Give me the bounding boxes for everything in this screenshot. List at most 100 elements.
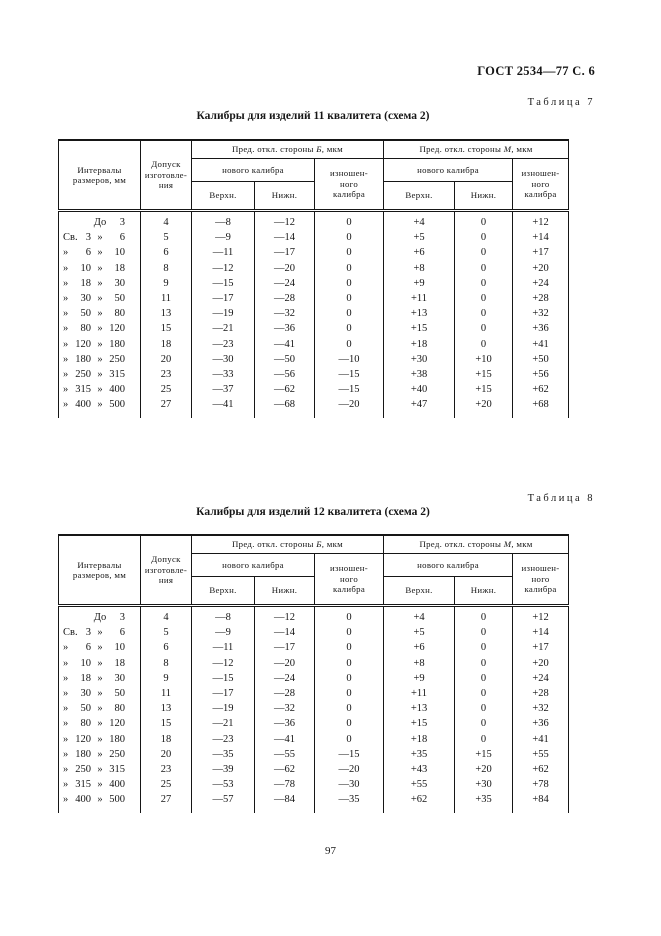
value-cell: 9 [140, 670, 192, 687]
header-intervals: Интервалы размеров, мм [58, 535, 141, 607]
value-cell: 0 [454, 670, 514, 687]
value-cell: +84 [512, 792, 570, 813]
interval-part: » [97, 779, 103, 791]
table7-body: До 3 4 —8 —12 0 +4 0 +12 Св. 3» 6 5 —9 —14 0 +5 0 +14» 6» 10… [58, 210, 570, 418]
value-cell: 27 [140, 397, 192, 418]
value-cell: —41 [254, 336, 315, 352]
interval-part: » [97, 277, 103, 289]
interval-part: 500 [109, 399, 125, 411]
table8-section: Интервалы размеров, мм Допуск изготовле-… [58, 534, 570, 813]
interval-part: 50 [80, 703, 92, 715]
value-cell: —17 [191, 686, 255, 702]
value-cell: —53 [191, 777, 255, 793]
group-b-var: Б [316, 144, 322, 155]
interval-part: 315 [75, 384, 91, 396]
interval-part: » [97, 733, 103, 745]
value-cell: +12 [512, 605, 570, 626]
interval-cell: До 3 [58, 210, 141, 231]
value-cell: 20 [140, 351, 192, 368]
interval-part: » [97, 353, 103, 365]
value-cell: 0 [454, 321, 514, 337]
table-row: » 400 » 500 27 —41 —68 —20 +47 +20 +68 [58, 397, 570, 418]
interval-part: 18 [80, 672, 92, 684]
interval-part: » [97, 627, 103, 639]
value-cell: 6 [140, 640, 192, 656]
group-b-prefix: Пред. откл. стороны [231, 144, 317, 155]
value-cell: 5 [140, 230, 192, 246]
header-lower-m: Нижн. [454, 181, 514, 212]
interval-part: 3 [119, 612, 125, 623]
interval-part: » [97, 657, 103, 669]
value-cell: —30 [191, 351, 255, 368]
value-cell: —35 [313, 792, 385, 813]
interval-part: 80 [114, 308, 126, 320]
header-upper-m: Верхн. [383, 181, 456, 212]
value-cell: +10 [454, 351, 514, 368]
interval-part: » [97, 672, 103, 684]
value-cell: 0 [454, 245, 514, 261]
value-cell: +56 [512, 367, 570, 383]
interval-cell: » 250 » 315 [58, 762, 141, 778]
value-cell: +41 [512, 336, 570, 352]
value-cell: +47 [383, 397, 456, 418]
interval-cell: » 18 » 30 [58, 275, 141, 292]
value-cell: —12 [191, 655, 255, 671]
table7-section: Интервалы размеров, мм Допуск изготовле-… [58, 139, 570, 418]
header-worn-gauge-m: изношен- ного калибра [512, 553, 570, 607]
value-cell: +4 [383, 605, 456, 626]
value-cell: +30 [383, 351, 456, 368]
value-cell: +35 [383, 746, 456, 763]
interval-part: » [63, 703, 69, 715]
interval-part: » [97, 308, 103, 320]
value-cell: +20 [454, 762, 514, 778]
group-b-suffix: , мкм [321, 144, 344, 155]
interval-part: 6 [85, 247, 91, 259]
value-cell: —12 [254, 605, 315, 626]
value-cell: +6 [383, 245, 456, 261]
value-cell: 0 [313, 291, 385, 307]
interval-part: 315 [109, 369, 125, 381]
value-cell: —20 [254, 655, 315, 671]
value-cell: —20 [313, 762, 385, 778]
value-cell: —9 [191, 625, 255, 641]
interval-cell: » 400 » 500 [58, 792, 141, 813]
value-cell: 0 [454, 655, 514, 671]
interval-part: » [63, 733, 69, 745]
group-b-suffix: , мкм [321, 539, 344, 550]
value-cell: —28 [254, 291, 315, 307]
interval-cell: » 10 » 18 [58, 655, 141, 671]
interval-part: 10 [80, 657, 92, 669]
value-cell: +62 [512, 762, 570, 778]
interval-part: 120 [109, 718, 125, 730]
value-cell: 15 [140, 321, 192, 337]
value-cell: +9 [383, 275, 456, 292]
table-row: » 120» 180 18 —23 —41 0 +18 0 +41 [58, 731, 570, 747]
value-cell: +50 [512, 351, 570, 368]
table-row: » 18» 30 9 —15 —24 0 +9 0 +24 [58, 275, 570, 292]
header-new-gauge-m: нового калибра [383, 158, 514, 182]
table-row: » 180 » 250 20 —35 —55 —15 +35 +15 +55 [58, 746, 570, 763]
table-row: » 80» 120 15 —21 —36 0 +15 0 +36 [58, 321, 570, 337]
value-cell: +24 [512, 275, 570, 292]
value-cell: 9 [140, 275, 192, 292]
value-cell: 0 [313, 731, 385, 747]
interval-part: » [63, 688, 69, 700]
header-upper-b: Верхн. [191, 576, 255, 607]
value-cell: —35 [191, 746, 255, 763]
interval-part: » [97, 232, 103, 244]
value-cell: —20 [254, 260, 315, 276]
value-cell: +17 [512, 640, 570, 656]
interval-part: 400 [109, 384, 125, 396]
group-b-var: Б [316, 539, 322, 550]
interval-part: До [93, 612, 107, 623]
interval-cell: » 120 » 180 [58, 731, 141, 747]
interval-part: 250 [75, 764, 91, 776]
header-worn-gauge-m: изношен- ного калибра [512, 158, 570, 212]
table-row: » 400 » 500 27 —57 —84 —35 +62 +35 +84 [58, 792, 570, 813]
value-cell: 0 [313, 625, 385, 641]
interval-part: 180 [109, 733, 125, 745]
interval-part: 30 [80, 688, 92, 700]
interval-part: Св. [63, 232, 78, 244]
interval-cell: » 18 » 30 [58, 670, 141, 687]
